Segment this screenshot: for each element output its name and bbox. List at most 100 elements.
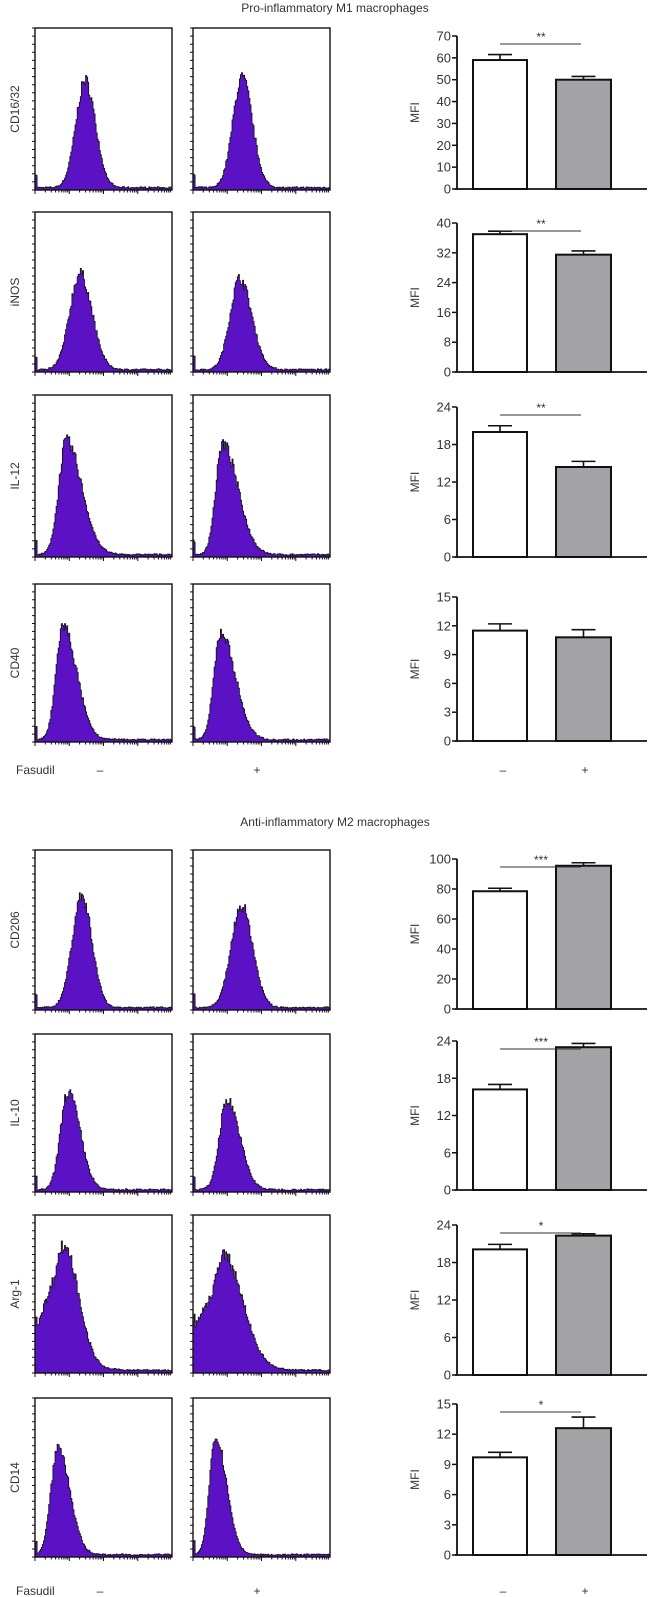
y-tick-label: 18 <box>437 1255 451 1270</box>
histogram-area <box>192 72 331 191</box>
y-tick-label: 12 <box>437 1427 451 1442</box>
y-tick-label: 24 <box>437 275 451 290</box>
y-tick-label: 100 <box>429 852 451 867</box>
bar-chart: MFI 0 20 40 60 80 100 *** <box>408 852 647 1017</box>
y-tick-label: 12 <box>437 1293 451 1308</box>
section-title: Anti-inflammatory M2 macrophages <box>240 815 429 829</box>
histogram-control <box>32 849 173 1014</box>
row-cd16-32: CD16/32 MFI 0 10 20 30 40 50 60 70 ** <box>8 27 647 197</box>
histogram-frame <box>34 849 173 1011</box>
significance-stars: ** <box>536 217 546 231</box>
y-tick-label: 0 <box>444 734 451 749</box>
y-tick-label: 0 <box>444 182 451 197</box>
marker-label: CD40 <box>8 647 22 678</box>
y-tick-label: 15 <box>437 1397 451 1412</box>
marker-label: IL-12 <box>8 462 22 490</box>
histogram-ticks <box>32 1397 171 1561</box>
histogram-ticks <box>190 1033 329 1196</box>
row-cd40: CD40 MFI 0 3 6 9 12 15 – + <box>8 583 647 777</box>
section-title: Pro-inflammatory M1 macrophages <box>241 1 428 15</box>
y-tick-label: 20 <box>437 972 451 987</box>
y-tick-label: 6 <box>444 512 451 527</box>
histogram-control <box>32 1397 173 1561</box>
y-axis-label: MFI <box>408 1290 422 1311</box>
y-tick-label: 18 <box>437 437 451 452</box>
y-tick-label: 12 <box>437 618 451 633</box>
row-il-12: IL-12 MFI 0 6 12 18 24 ** <box>8 394 647 565</box>
significance-stars: ** <box>536 30 546 44</box>
marker-label: Arg-1 <box>8 1279 22 1309</box>
y-tick-label: 6 <box>444 676 451 691</box>
y-tick-label: 18 <box>437 1071 451 1086</box>
histogram-control <box>32 583 173 746</box>
y-tick-label: 40 <box>437 94 451 109</box>
y-axis-label: MFI <box>408 287 422 308</box>
significance-stars: ** <box>536 401 546 415</box>
treatment-label: Fasudil <box>16 763 55 777</box>
histogram-ticks <box>190 27 329 194</box>
y-tick-label: 0 <box>444 365 451 380</box>
y-tick-label: 6 <box>444 1145 451 1160</box>
y-tick-label: 0 <box>444 1548 451 1563</box>
histogram-area <box>34 892 173 1011</box>
x-tick-label-minus: – <box>500 1584 507 1597</box>
y-tick-label: 15 <box>437 590 451 605</box>
y-axis-label: MFI <box>408 924 422 945</box>
histogram-ticks <box>190 211 329 376</box>
histogram-ticks <box>32 394 171 561</box>
bar-control <box>472 233 528 373</box>
histogram-fasudil <box>190 27 331 194</box>
histogram-control <box>32 27 173 194</box>
histogram-fasudil <box>190 211 331 376</box>
y-tick-label: 12 <box>437 475 451 490</box>
bar-fasudil <box>555 253 612 374</box>
y-tick-label: 60 <box>437 50 451 65</box>
bar-fasudil <box>555 1427 612 1557</box>
row-inos: iNOS MFI 0 8 16 24 32 40 ** <box>8 211 647 380</box>
y-tick-label: 12 <box>437 1108 451 1123</box>
y-tick-label: 3 <box>444 705 451 720</box>
y-tick-label: 30 <box>437 116 451 131</box>
y-axis-label: MFI <box>408 659 422 680</box>
histogram-area <box>34 1089 173 1193</box>
histogram-ticks <box>32 583 171 746</box>
y-axis-label: MFI <box>408 102 422 123</box>
bar-fasudil <box>555 78 612 190</box>
bar-chart: MFI 0 6 12 18 24 * <box>408 1218 647 1383</box>
y-tick-label: 32 <box>437 245 451 260</box>
histogram-fasudil <box>190 394 331 561</box>
y-tick-label: 6 <box>444 1330 451 1345</box>
y-tick-label: 80 <box>437 882 451 897</box>
histogram-fasudil <box>190 583 331 746</box>
marker-label: iNOS <box>8 278 22 307</box>
x-tick-label-minus: – <box>500 763 507 777</box>
histogram-condition-minus: – <box>97 1584 104 1597</box>
y-tick-label: 3 <box>444 1517 451 1532</box>
y-axis-label: MFI <box>408 1469 422 1490</box>
y-tick-label: 16 <box>437 305 451 320</box>
histogram-ticks <box>190 1214 329 1377</box>
row-cd14: CD14 MFI 0 3 6 9 12 15 * – + <box>8 1397 647 1597</box>
significance-stars: *** <box>534 853 548 867</box>
histogram-fasudil <box>190 1397 331 1561</box>
bar-fasudil <box>555 636 612 743</box>
bar-control <box>472 890 528 1010</box>
histogram-area <box>192 628 331 743</box>
y-tick-label: 40 <box>437 216 451 231</box>
histogram-control <box>32 211 173 376</box>
bar-control <box>472 1088 528 1192</box>
y-tick-label: 0 <box>444 1368 451 1383</box>
marker-label: CD206 <box>8 911 22 949</box>
bar-control <box>472 629 528 742</box>
y-tick-label: 24 <box>437 400 451 415</box>
y-tick-label: 40 <box>437 942 451 957</box>
row-il-10: IL-10 MFI 0 6 12 18 24 *** <box>8 1033 647 1198</box>
row-cd206: CD206 MFI 0 20 40 60 80 100 *** <box>8 849 647 1017</box>
y-tick-label: 24 <box>437 1034 451 1049</box>
bar-control <box>472 1456 528 1557</box>
histogram-ticks <box>190 394 329 561</box>
significance-stars: * <box>539 1398 544 1412</box>
histogram-ticks <box>32 1214 171 1377</box>
histogram-area <box>34 268 173 373</box>
y-tick-label: 24 <box>437 1218 451 1233</box>
